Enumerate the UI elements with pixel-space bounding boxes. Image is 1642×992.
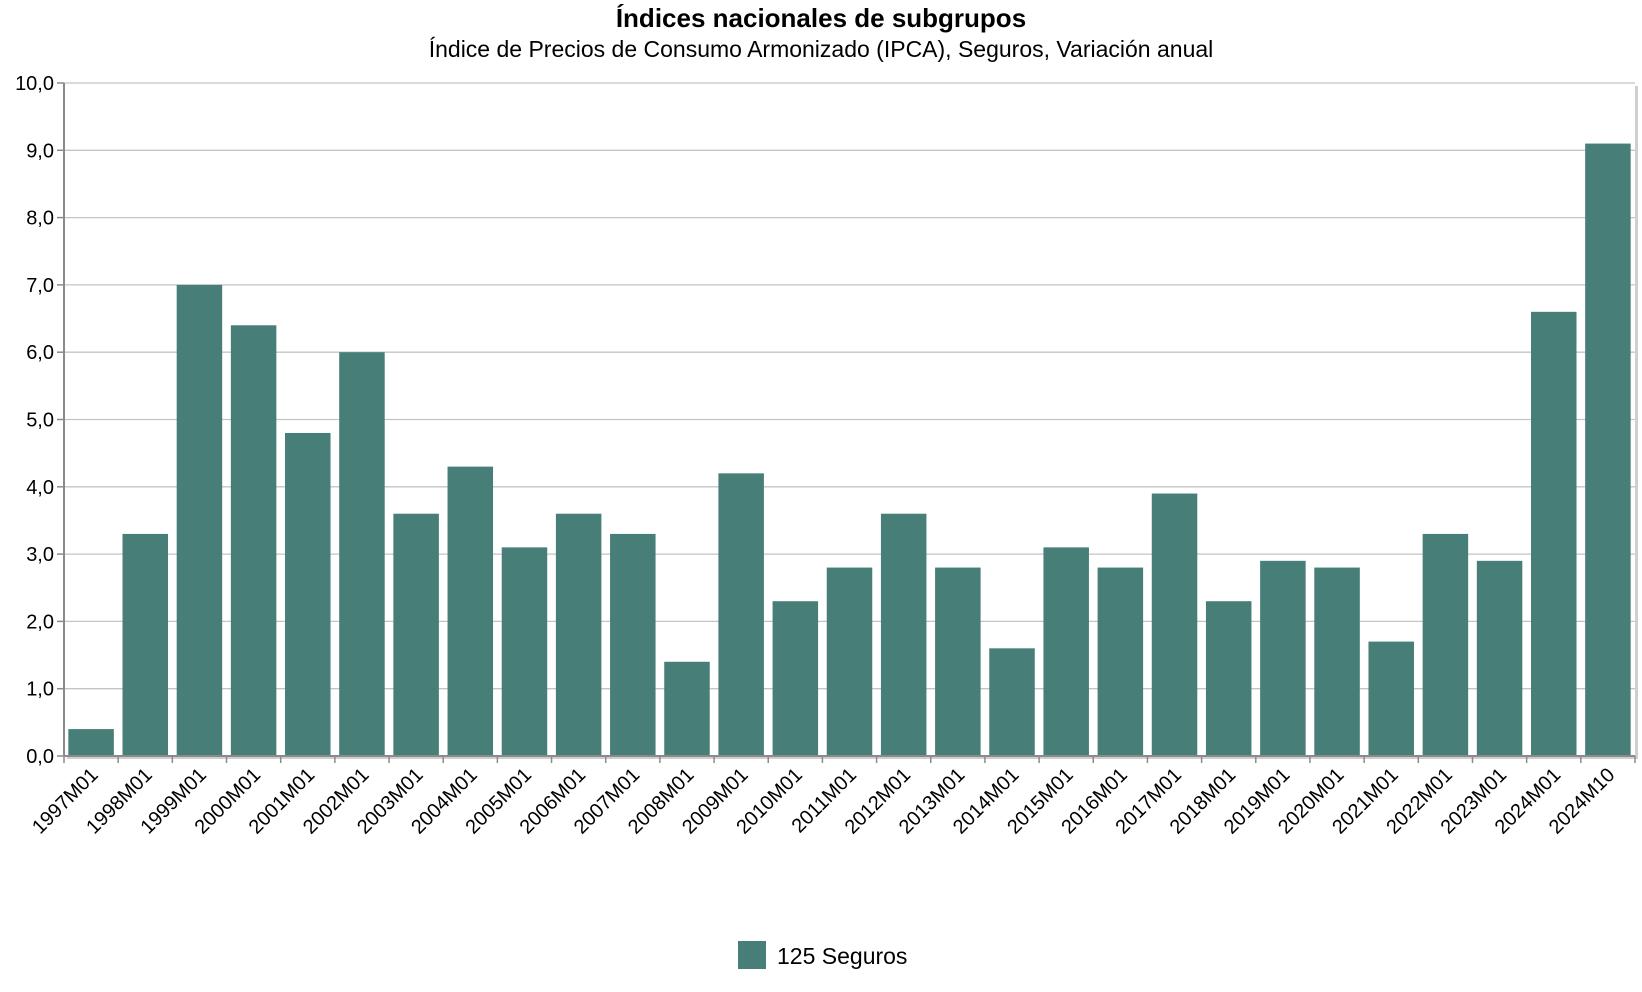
chart-subtitle: Índice de Precios de Consumo Armonizado …: [429, 36, 1214, 62]
bar: [1476, 560, 1523, 756]
bar: [880, 513, 927, 756]
y-tick-label: 3,0: [26, 544, 54, 566]
bar: [339, 352, 385, 756]
legend: 125 Seguros: [738, 941, 907, 969]
y-tick-label: 6,0: [26, 342, 54, 364]
bar: [122, 533, 169, 756]
bar: [555, 513, 602, 756]
y-tick-label: 1,0: [26, 679, 54, 701]
y-tick-label: 10,0: [15, 73, 54, 95]
bar: [1368, 641, 1414, 756]
bar: [1422, 533, 1469, 756]
bar: [1585, 143, 1631, 756]
chart-title: Índices nacionales de subgrupos: [616, 3, 1026, 33]
bar: [772, 601, 819, 756]
bar: [664, 661, 710, 756]
bar: [989, 648, 1035, 756]
y-tick-label: 0,0: [26, 746, 54, 768]
bar: [285, 432, 331, 756]
bar: [1097, 567, 1144, 756]
legend-swatch: [738, 941, 766, 969]
bar: [1151, 493, 1198, 756]
legend-label: 125 Seguros: [777, 943, 907, 969]
bar: [826, 567, 873, 756]
y-tick-label: 2,0: [26, 611, 54, 633]
y-tick-label: 4,0: [26, 477, 54, 499]
y-tick-label: 5,0: [26, 410, 54, 432]
bar: [935, 567, 981, 756]
bar: [1260, 560, 1306, 756]
y-tick-label: 7,0: [26, 275, 54, 297]
bar: [176, 284, 223, 756]
bar: [447, 466, 494, 756]
bar: [1530, 311, 1577, 756]
bar: [393, 513, 439, 756]
plot-area: 0,01,02,03,04,05,06,07,08,09,010,01997M0…: [15, 73, 1638, 839]
bar: [610, 533, 656, 756]
bar: [1043, 547, 1089, 756]
bar: [501, 547, 548, 756]
bar: [68, 729, 114, 756]
y-tick-label: 9,0: [26, 140, 54, 162]
bar: [230, 325, 277, 756]
bar: [718, 473, 764, 756]
bar: [1314, 567, 1360, 756]
y-tick-label: 8,0: [26, 208, 54, 230]
bar: [1205, 601, 1252, 756]
